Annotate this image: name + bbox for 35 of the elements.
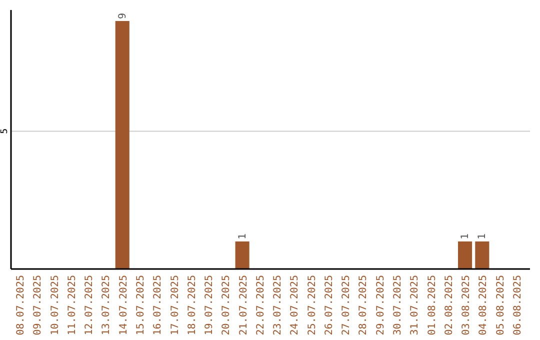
x-tick-label: 17.07.2025 [170, 275, 181, 336]
x-tick-label: 25.07.2025 [306, 275, 318, 336]
x-tick-label: 13.07.2025 [101, 275, 112, 336]
data-label: 1 [460, 233, 472, 240]
x-tick-label: 26.07.2025 [324, 275, 335, 336]
y-tick-label: 5 [0, 128, 10, 134]
x-tick-label: 03.08.2025 [461, 275, 472, 336]
x-tick-label: 18.07.2025 [186, 275, 198, 336]
x-tick-label: 08.07.2025 [16, 275, 27, 336]
data-label: 9 [117, 12, 128, 20]
x-tick-label: 30.07.2025 [392, 275, 404, 336]
data-label: 1 [237, 233, 248, 240]
x-tick-label: 28.07.2025 [358, 275, 370, 336]
x-tick-label: 20.07.2025 [221, 275, 232, 336]
x-tick-label: 12.07.2025 [84, 275, 96, 336]
x-tick-label: 19.07.2025 [204, 275, 216, 336]
x-tick-label: 01.08.2025 [426, 275, 438, 336]
x-tick-label: 31.07.2025 [410, 275, 421, 336]
x-tick-label: 09.07.2025 [32, 275, 44, 336]
x-tick-label: 02.08.2025 [444, 275, 455, 336]
x-tick-label: 29.07.2025 [375, 275, 386, 336]
x-tick-label: 11.07.2025 [66, 275, 78, 336]
x-tick-label: 06.08.2025 [512, 275, 524, 336]
x-tick-label: 24.07.2025 [290, 275, 301, 336]
x-tick-label: 23.07.2025 [272, 275, 284, 336]
x-tick-label: 15.07.2025 [136, 275, 146, 336]
x-tick-label: 27.07.2025 [341, 275, 352, 336]
x-tick-label: 04.08.2025 [478, 275, 490, 336]
data-label: 1 [477, 233, 488, 240]
x-tick-label: 16.07.2025 [152, 275, 164, 336]
x-tick-label: 14.07.2025 [118, 275, 130, 336]
x-tick-label: 21.07.2025 [238, 275, 250, 336]
x-tick-label: 10.07.2025 [50, 275, 61, 336]
x-tick-label: 05.08.2025 [495, 275, 506, 336]
x-tick-label: 22.07.2025 [255, 275, 266, 336]
